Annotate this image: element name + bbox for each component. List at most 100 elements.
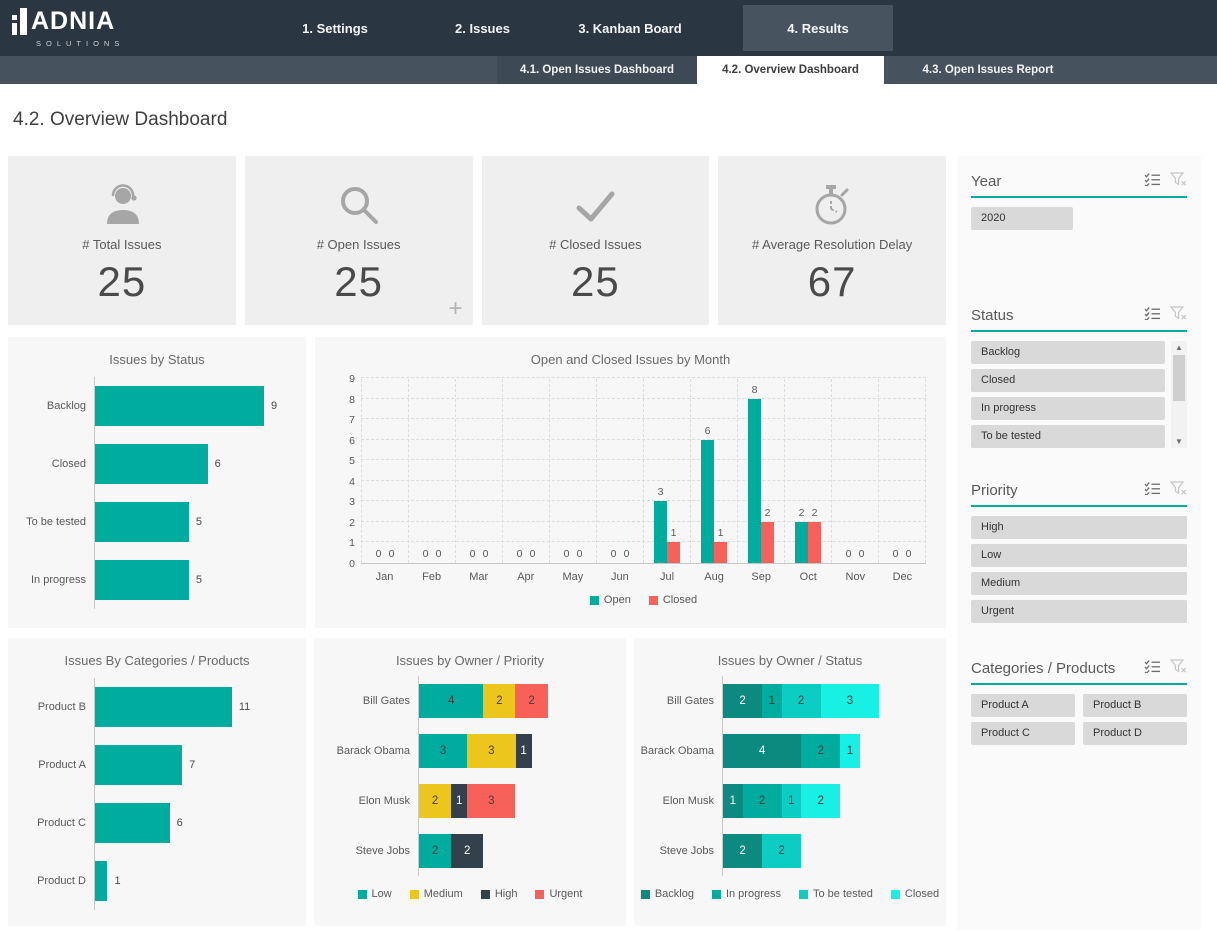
tab-kanban-board[interactable]: 3. Kanban Board xyxy=(578,20,682,36)
y-axis-tick-label: 3 xyxy=(349,496,355,509)
bar-track: 7 xyxy=(94,736,294,794)
slicer-item-closed[interactable]: Closed xyxy=(971,369,1165,392)
slicer-item-product-c[interactable]: Product C xyxy=(971,722,1075,745)
chart-category-row: To be tested 5 xyxy=(16,493,294,551)
column-bar-wrap: 0 xyxy=(526,379,539,563)
scroll-down-icon[interactable]: ▼ xyxy=(1175,437,1183,446)
column-bar-wrap: 8 xyxy=(748,379,761,563)
stopwatch-icon xyxy=(808,182,856,230)
bar-value-label: 2 xyxy=(798,506,805,519)
legend-item: In progress xyxy=(711,888,781,900)
brand-subtitle: SOLUTIONS xyxy=(36,39,125,48)
x-axis-tick-label: May xyxy=(562,571,584,583)
kpi-value: 25 xyxy=(334,258,383,305)
legend-swatch xyxy=(357,889,367,899)
kpi-card-row: # Total Issues 25 # Open Issues 25 + xyxy=(8,156,946,325)
kpi-value: 25 xyxy=(97,258,147,305)
slicer-item-backlog[interactable]: Backlog xyxy=(971,341,1165,364)
slicer-scrollbar[interactable]: ▲ ▼ xyxy=(1171,341,1187,448)
bar-track: 9 xyxy=(94,377,294,435)
slicer-item-2020[interactable]: 2020 xyxy=(971,207,1073,230)
bar-value-label: 0 xyxy=(422,548,429,560)
legend-swatch xyxy=(798,889,808,899)
y-axis-tick-label: 5 xyxy=(349,455,355,468)
multi-select-icon[interactable] xyxy=(1144,306,1161,325)
legend-item: Closed xyxy=(890,888,939,900)
scroll-thumb[interactable] xyxy=(1173,355,1185,401)
kpi-label: # Closed Issues xyxy=(549,237,642,252)
tab-results[interactable]: 4. Results xyxy=(743,5,893,51)
bar xyxy=(95,803,170,843)
legend-item: Open xyxy=(589,594,631,606)
legend-swatch xyxy=(890,889,900,899)
multi-select-icon[interactable] xyxy=(1144,481,1161,500)
category-label: Barack Obama xyxy=(336,745,410,757)
column-bar xyxy=(795,521,808,563)
clear-filter-icon[interactable] xyxy=(1169,481,1187,500)
slicer-item-medium[interactable]: Medium xyxy=(971,572,1187,595)
kpi-label: # Total Issues xyxy=(82,237,162,252)
slicer-item-high[interactable]: High xyxy=(971,516,1187,539)
scroll-up-icon[interactable]: ▲ xyxy=(1175,343,1183,352)
tab-issues[interactable]: 2. Issues xyxy=(455,20,510,36)
legend-label: Open xyxy=(603,594,631,606)
slicer-item-product-a[interactable]: Product A xyxy=(971,694,1075,717)
bar-value-label: 0 xyxy=(469,548,476,560)
x-axis-labels: Jan Feb Mar Apr May Jun Jul Aug Sep Oct Nov Dec xyxy=(361,571,926,583)
tab-open-issues-report[interactable]: 4.3. Open Issues Report xyxy=(922,64,1054,76)
bar-value-label: 2 xyxy=(811,506,818,519)
slicer-item-low[interactable]: Low xyxy=(971,544,1187,567)
legend-label: Backlog xyxy=(654,888,694,900)
bar-value-label: 0 xyxy=(892,548,899,560)
y-axis-tick-label: 8 xyxy=(349,393,355,406)
slicer-item-to-be-tested[interactable]: To be tested xyxy=(971,425,1165,448)
bar-value-label: 3 xyxy=(657,486,664,499)
column-bar-wrap: 0 xyxy=(385,379,398,563)
clear-filter-icon[interactable] xyxy=(1169,659,1187,678)
clear-filter-icon[interactable] xyxy=(1169,172,1187,191)
tab-open-issues-dashboard[interactable]: 4.1. Open Issues Dashboard xyxy=(497,56,697,84)
tab-overview-dashboard[interactable]: 4.2. Overview Dashboard xyxy=(697,56,884,84)
bar-value-label: 1 xyxy=(114,875,121,887)
column-bar xyxy=(714,542,727,563)
category-label: Barack Obama xyxy=(640,745,714,757)
column-bar-wrap: 0 xyxy=(466,379,479,563)
column-bar-wrap: 0 xyxy=(419,379,432,563)
slicer-item-in-progress[interactable]: In progress xyxy=(971,397,1165,420)
legend-item: Backlog xyxy=(640,888,694,900)
multi-select-icon[interactable] xyxy=(1144,659,1161,678)
chart-panel-open-closed-by-month: Open and Closed Issues by Month 0 1 2 3 4 5 6 7… xyxy=(315,337,946,628)
stacked-bar-segment: 2 xyxy=(801,734,841,768)
legend-swatch xyxy=(480,889,490,899)
legend-label: In progress xyxy=(725,888,781,900)
column-bar-wrap: 2 xyxy=(808,379,821,563)
chart-title: Issues by Owner / Status xyxy=(717,653,863,668)
column-bar-wrap: 0 xyxy=(432,379,445,563)
slicer-item-product-b[interactable]: Product B xyxy=(1083,694,1187,717)
legend-swatch xyxy=(409,889,419,899)
category-label: Bill Gates xyxy=(666,695,714,707)
clear-filter-icon[interactable] xyxy=(1169,306,1187,325)
slicer-item-urgent[interactable]: Urgent xyxy=(971,600,1187,623)
multi-select-icon[interactable] xyxy=(1144,172,1161,191)
tab-settings[interactable]: 1. Settings xyxy=(302,20,368,36)
x-axis-tick-label: Jul xyxy=(659,571,675,583)
adnia-logo: ADNIA SOLUTIONS xyxy=(0,0,240,56)
kpi-value: 25 xyxy=(571,258,620,305)
support-person-icon xyxy=(97,182,147,230)
legend-swatch xyxy=(535,889,545,899)
slicer-item-product-d[interactable]: Product D xyxy=(1083,722,1187,745)
bar-value-label: 2 xyxy=(764,506,771,519)
stacked-bar-segment: 2 xyxy=(419,834,452,868)
